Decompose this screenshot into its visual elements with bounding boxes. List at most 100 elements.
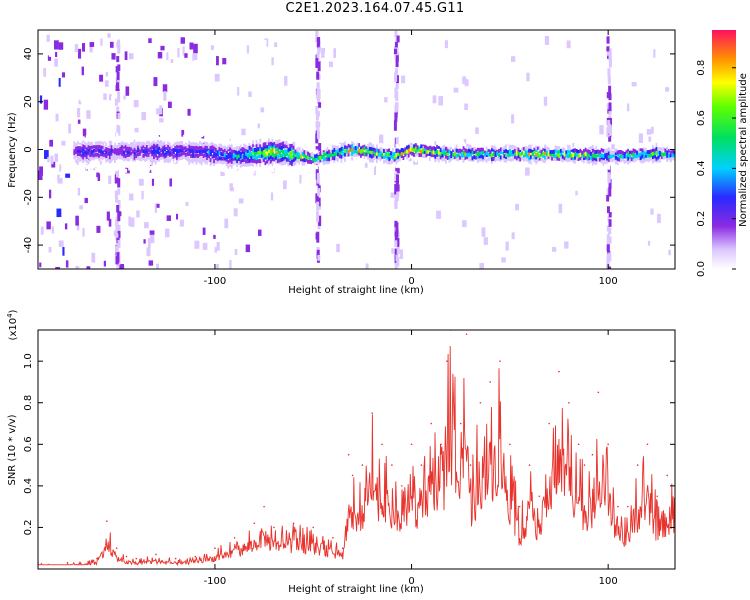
spectrogram-streak [318, 102, 322, 108]
spectrogram-ridge-cell [287, 139, 290, 144]
spectrogram-ridge-cell [372, 163, 375, 168]
spectrogram-ridge-cell [666, 157, 669, 162]
spectrogram-ridge-cell [236, 159, 239, 164]
spectrogram-ridge-cell [600, 147, 604, 152]
spectrogram-ridge-cell [598, 153, 602, 158]
spectrogram-ridge-cell [78, 138, 82, 143]
spectrogram-ridge-cell [549, 161, 552, 166]
spectrogram-ridge-cell [167, 151, 170, 156]
spectrogram-ridge-cell [549, 144, 552, 149]
spectrogram-ridge-cell [651, 159, 655, 164]
spectrogram-ridge-cell [515, 147, 519, 152]
spectrogram-streak [394, 172, 398, 182]
spectrogram-ridge-cell [237, 150, 241, 155]
spectrogram-ridge-cell [301, 151, 305, 156]
spectrogram-ridge-cell [145, 137, 149, 142]
spectrogram-speckle [62, 247, 65, 256]
spectrogram-ridge-cell [76, 148, 80, 153]
spectrogram-ridge-cell [338, 143, 342, 148]
spectrogram-ridge-cell [333, 141, 336, 146]
spectrogram-ridge-cell [131, 165, 135, 170]
spectrogram-speckle [105, 71, 109, 77]
spectrogram-ridge-cell [443, 160, 446, 165]
spectrogram-ridge-cell [404, 157, 407, 162]
spectrogram-speckle [40, 226, 44, 235]
spectrogram-ridge-cell [73, 159, 76, 164]
spectrogram-ridge-cell [115, 167, 119, 172]
spectrogram-ridge-cell [250, 170, 253, 175]
spectrogram-ridge-cell [230, 152, 234, 157]
spectrogram-ridge-cell [563, 152, 566, 157]
spectrogram-ridge-cell [257, 163, 260, 168]
spectrogram-ridge-cell [280, 138, 283, 143]
spectrogram-ridge-cell [89, 156, 92, 161]
spectrogram-ridge-cell [266, 166, 269, 171]
spectrogram-ridge-cell [259, 134, 262, 139]
spectrogram-ridge-cell [105, 154, 108, 159]
spectrogram-ridge-cell [154, 144, 158, 149]
spectrogram-ridge-cell [459, 148, 462, 153]
spectrogram-ridge-cell [130, 162, 133, 167]
spectrogram-speckle [207, 123, 212, 130]
spectrogram-ridge-cell [230, 159, 234, 164]
spectrogram-speckle [167, 101, 172, 108]
spectrogram-ridge-cell [567, 154, 570, 159]
spectrogram-streak [396, 247, 400, 255]
spectrogram-ridge-cell [616, 150, 620, 155]
spectrogram-ridge-cell [262, 146, 266, 151]
spectrogram-ridge-cell [536, 153, 540, 158]
snr-data-point [489, 381, 491, 383]
spectrogram-ridge-cell [455, 144, 458, 149]
spectrogram-ridge-cell [363, 159, 366, 164]
spectrogram-ridge-cell [503, 161, 506, 166]
spectrogram-ridge-cell [324, 160, 328, 165]
spectrogram-ridge-cell [466, 139, 469, 144]
spectrogram-ridge-cell [427, 142, 430, 147]
spectrogram-ridge-cell [521, 150, 524, 155]
spectrogram-ridge-cell [262, 158, 266, 163]
spectrogram-ridge-cell [271, 137, 274, 142]
spectrogram-ridge-cell [375, 154, 379, 159]
spectrogram-ridge-cell [298, 160, 301, 165]
spectrogram-ridge-cell [375, 162, 379, 167]
spectrogram-ridge-cell [312, 157, 315, 162]
spectrogram-ridge-cell [89, 153, 92, 158]
snr-data-point [391, 464, 393, 466]
spectrogram-ridge-cell [220, 167, 223, 172]
spectrogram-ridge-cell [176, 133, 179, 138]
spectrogram-y-tick-label: 20 [23, 95, 34, 108]
spectrogram-ridge-cell [574, 159, 577, 164]
spectrogram-ridge-cell [204, 145, 207, 150]
spectrogram-ridge-cell [349, 144, 352, 149]
spectrogram-ridge-cell [421, 140, 425, 145]
spectrogram-ridge-cell [142, 144, 145, 149]
spectrogram-ridge-cell [135, 141, 138, 146]
spectrogram-ridge-cell [648, 149, 651, 154]
spectrogram-ridge-cell [124, 144, 128, 149]
spectrogram-ridge-cell [515, 150, 519, 155]
spectrogram-speckle [185, 201, 189, 207]
spectrogram-ridge-cell [349, 140, 352, 145]
spectrogram-speckle [103, 93, 107, 100]
spectrogram-ridge-cell [621, 161, 625, 166]
spectrogram-ridge-cell [213, 139, 216, 144]
spectrogram-ridge-cell [174, 136, 177, 141]
spectrogram-ridge-cell [478, 162, 481, 167]
spectrogram-ridge-cell [85, 154, 89, 159]
spectrogram-ridge-cell [73, 133, 76, 138]
spectrogram-speckle [453, 87, 459, 93]
spectrogram-ridge-cell [82, 166, 85, 171]
spectrogram-ridge-cell [639, 152, 643, 157]
spectrogram-ridge-cell [636, 150, 639, 155]
spectrogram-ridge-cell [209, 152, 213, 157]
spectrogram-ridge-cell [163, 135, 167, 140]
spectrogram-ridge-cell [163, 166, 167, 171]
spectrogram-ridge-cell [107, 143, 110, 148]
spectrogram-ridge-cell [167, 139, 170, 144]
spectrogram-ridge-cell [662, 152, 666, 157]
spectrogram-ridge-cell [195, 164, 198, 169]
spectrogram-ridge-cell [510, 152, 513, 157]
spectrogram-ridge-cell [632, 162, 635, 167]
spectrogram-ridge-cell [282, 164, 285, 169]
spectrogram-ridge-cell [340, 154, 343, 159]
